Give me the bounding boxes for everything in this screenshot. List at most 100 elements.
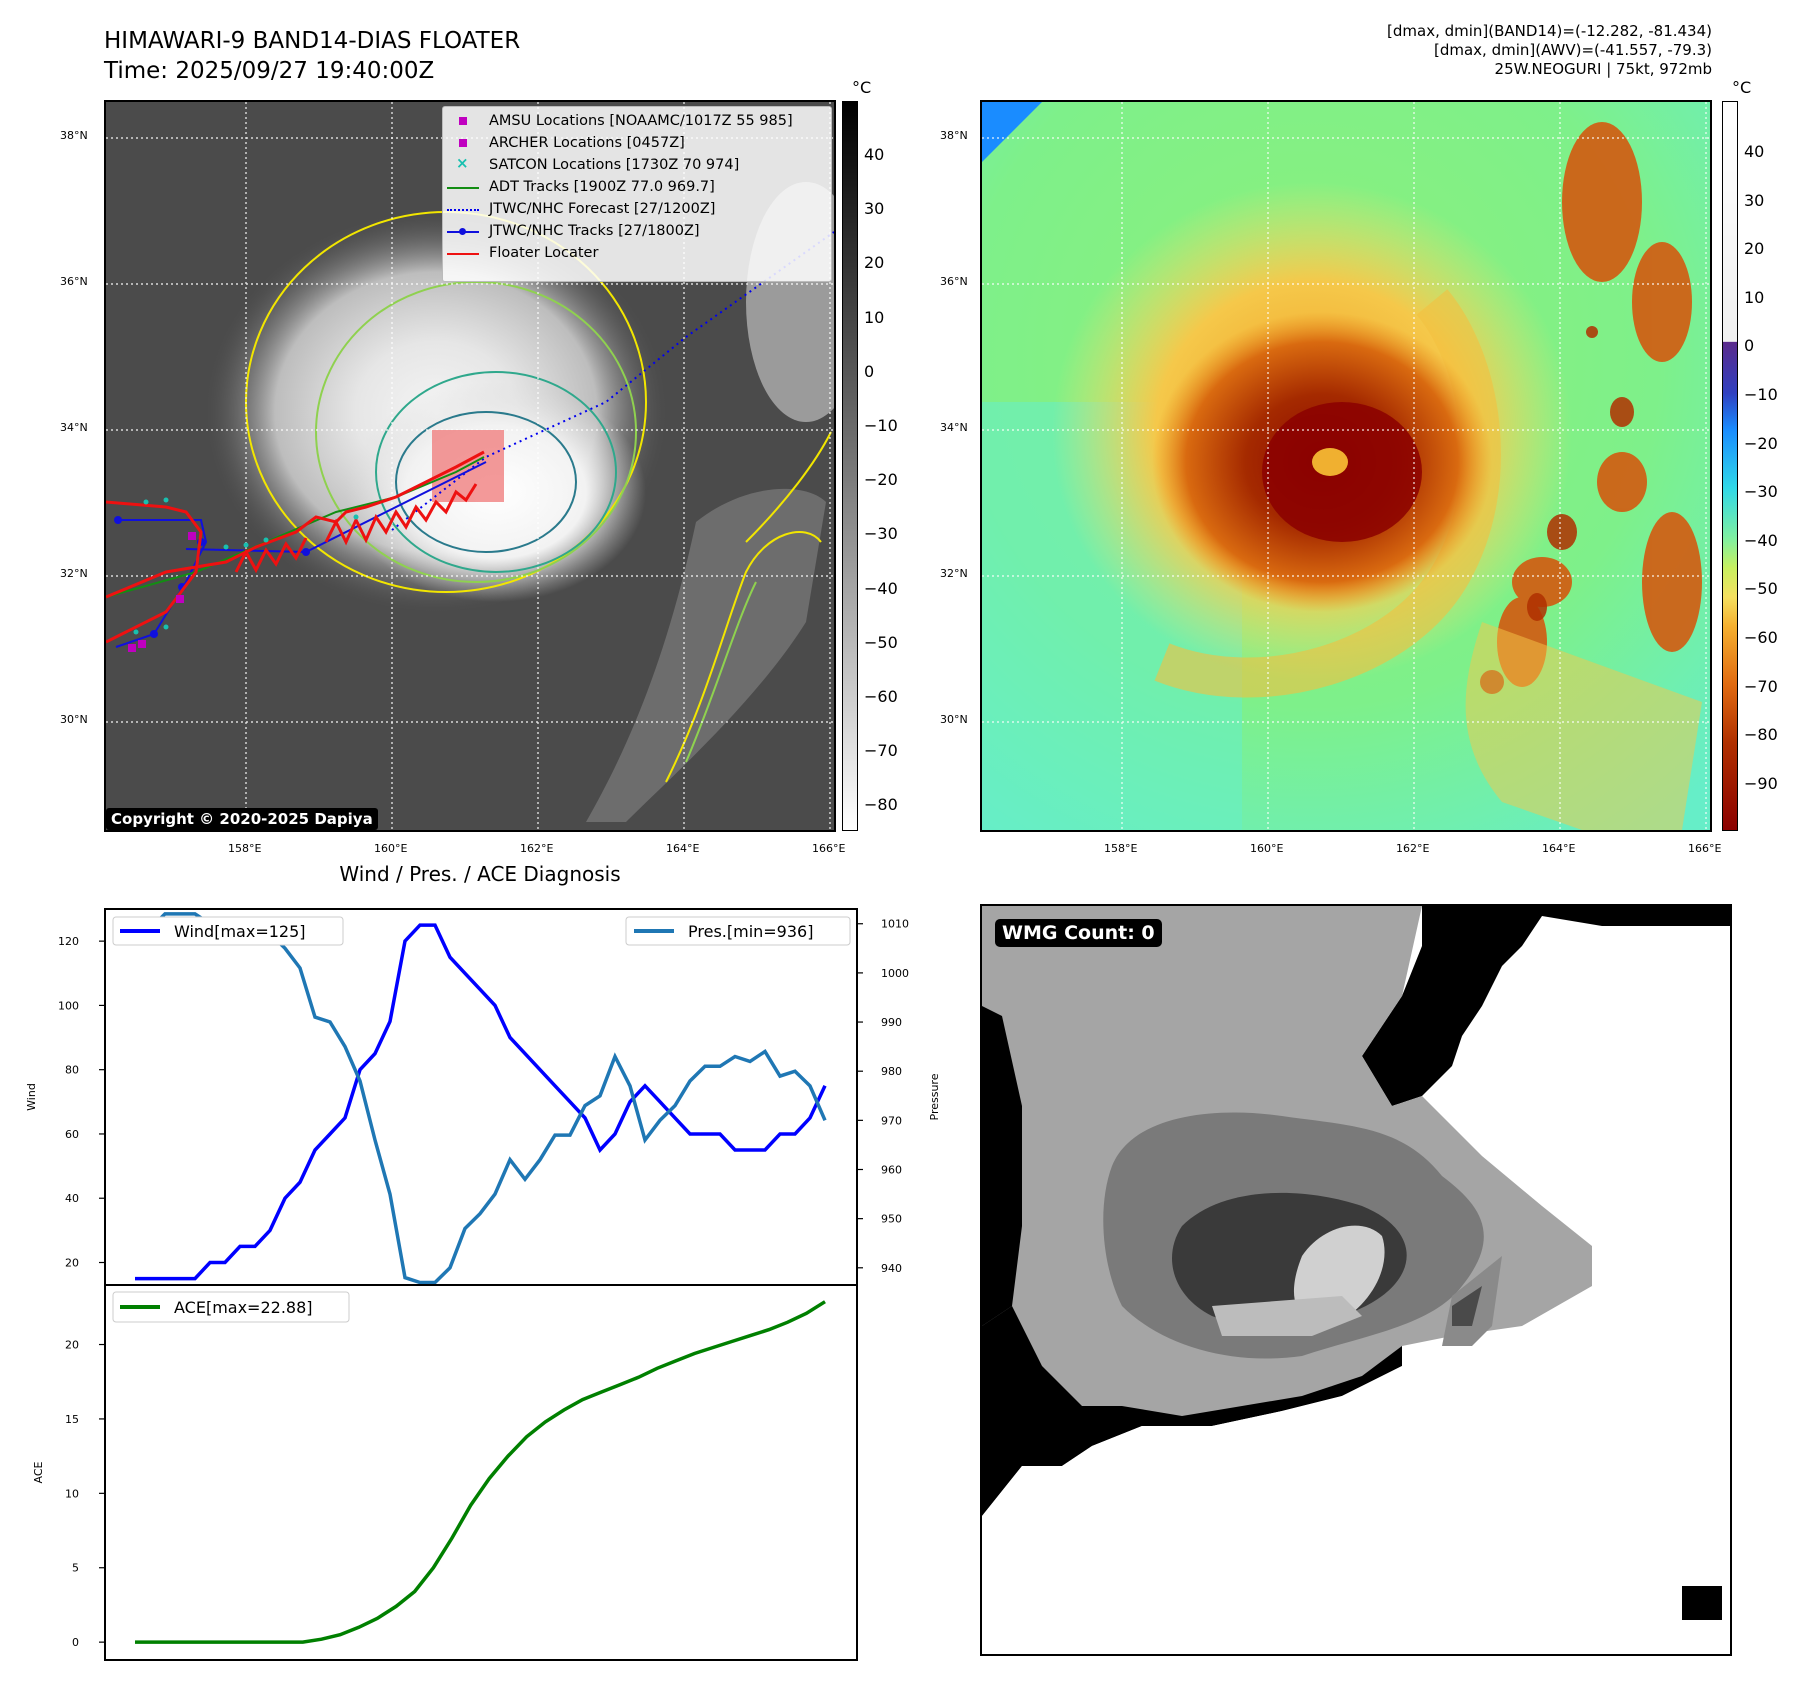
awv-colorbar-tick: 20	[1744, 239, 1765, 259]
jtwc-dot-icon	[459, 228, 466, 235]
ir-colorbar-tick: 40	[864, 145, 885, 164]
awv-colorbar-unit: °C	[1732, 78, 1752, 97]
awv-colorbar-tick: −40	[1744, 530, 1778, 550]
pres-ytick-label: 950	[881, 1213, 902, 1226]
storm-info: [dmax, dmin](BAND14)=(-12.282, -81.434) …	[1387, 22, 1712, 79]
forecast-track	[391, 231, 834, 531]
ir-colorbar-tick: −80	[864, 795, 898, 815]
ir-lat-label: 38°N	[60, 129, 88, 142]
wind-ytick-label: 100	[58, 999, 79, 1012]
ir-colorbar-tick: 20	[864, 253, 885, 273]
storm-name: 25W.NEOGURI | 75kt, 972mb	[1494, 60, 1712, 78]
awv-lon-label: 158°E	[1104, 842, 1138, 855]
wind-legend-label: Wind[max=125]	[174, 922, 306, 941]
ace-series-line	[135, 1300, 826, 1644]
awv-colorbar-tick: −10	[1744, 385, 1778, 404]
wind-ytick-label: 20	[65, 1257, 79, 1270]
awv-lon-label: 164°E	[1542, 842, 1576, 855]
awv-imagery	[982, 102, 1710, 830]
time-label: Time: 2025/09/27 19:40:00Z	[104, 58, 435, 84]
pres-ytick-label: 1010	[881, 918, 909, 931]
wmg-panel: WMG Count: 0	[980, 904, 1732, 1656]
ir-colorbar-tick: −30	[864, 524, 898, 544]
ir-colorbar-tick: 30	[864, 199, 885, 219]
awv-lon-label: 160°E	[1250, 842, 1284, 855]
ace-chart: 0 5 10 15 20 ACE ACE[max=22.88]	[32, 1284, 858, 1661]
awv-colorbar-tick: 40	[1744, 142, 1765, 161]
ir-colorbar-tick: −60	[864, 687, 898, 706]
pressure-series-line	[135, 912, 827, 1285]
legend-jtwc: JTWC/NHC Tracks [27/1800Z]	[443, 221, 831, 243]
awv-colorbar-tick: 10	[1744, 287, 1765, 307]
ir-lon-label: 162°E	[520, 842, 554, 855]
pres-ytick-label: 970	[881, 1114, 902, 1127]
pres-ytick-label: 1000	[881, 967, 909, 980]
ace-ytick-label: 5	[72, 1562, 79, 1575]
ace-plot-frame	[104, 1284, 858, 1661]
ir-colorbar-tick: −40	[864, 578, 898, 598]
awv-colorbar-tick: −70	[1744, 676, 1778, 696]
ir-lon-label: 164°E	[666, 842, 700, 855]
legend-forecast: JTWC/NHC Forecast [27/1200Z]	[443, 199, 831, 221]
awv-colorbar-tick: −80	[1744, 725, 1778, 745]
ace-ytick-label: 20	[65, 1339, 79, 1352]
contour-green	[315, 281, 637, 583]
legend-floater: Floater Locater	[443, 243, 831, 265]
awv-colorbar-tick: −90	[1744, 773, 1778, 793]
awv-lat-label: 32°N	[940, 567, 968, 580]
pressure-legend-label: Pres.[min=936]	[688, 922, 813, 941]
awv-colorbar-tick: 30	[1744, 190, 1765, 210]
awv-image-panel	[980, 100, 1712, 832]
forecast-line-icon	[447, 209, 479, 211]
awv-colorbar-tick: 0	[1744, 336, 1755, 356]
ir-colorbar-tick: −50	[864, 632, 898, 652]
satcon-points	[133, 497, 359, 635]
legend-amsu: AMSU Locations [NOAAMC/1017Z 55 985]	[443, 111, 831, 133]
diagnosis-title: Wind / Pres. / ACE Diagnosis	[339, 862, 621, 886]
pres-ytick-label: 960	[881, 1163, 902, 1176]
legend-archer: ARCHER Locations [0457Z]	[443, 133, 831, 155]
adt-line-icon	[447, 187, 479, 189]
satellite-title: HIMAWARI-9 BAND14-DIAS FLOATER	[104, 28, 521, 54]
awv-colorbar-tick: −60	[1744, 628, 1778, 647]
wind-series-line	[135, 923, 827, 1281]
ir-lat-label: 32°N	[60, 567, 88, 580]
diagnosis-charts: 2040608010012094095096097098099010001010…	[25, 908, 941, 1661]
awv-lat-label: 38°N	[940, 129, 968, 142]
pres-ytick-label: 990	[881, 1016, 902, 1029]
ace-ytick-label: 10	[65, 1487, 79, 1500]
amsu-marker-icon	[459, 117, 467, 125]
band14-range: [dmax, dmin](BAND14)=(-12.282, -81.434)	[1387, 22, 1712, 40]
archer-marker-icon	[459, 139, 467, 147]
awv-range: [dmax, dmin](AWV)=(-41.557, -79.3)	[1433, 41, 1712, 59]
floater-locater-track	[106, 450, 485, 644]
ace-ytick-label: 0	[72, 1636, 79, 1649]
awv-lat-label: 34°N	[940, 421, 968, 434]
ace-ytick-label: 15	[65, 1413, 79, 1426]
ir-lon-label: 160°E	[374, 842, 408, 855]
pres-ytick-label: 980	[881, 1065, 902, 1078]
ir-legend: AMSU Locations [NOAAMC/1017Z 55 985] ARC…	[442, 106, 832, 282]
pressure-axis-label: Pressure	[928, 1073, 941, 1120]
ir-colorbar-tick: −10	[864, 416, 898, 435]
wind-ytick-label: 60	[65, 1128, 79, 1141]
awv-lon-label: 162°E	[1396, 842, 1430, 855]
ir-lon-label: 158°E	[228, 842, 262, 855]
awv-colorbar	[1722, 101, 1738, 831]
legend-adt: ADT Tracks [1900Z 77.0 969.7]	[443, 177, 831, 199]
ir-colorbar-tick: 0	[864, 361, 875, 381]
ir-colorbar-tick: −70	[864, 741, 898, 761]
awv-gridlines	[982, 102, 1710, 830]
floater-line-icon	[447, 253, 479, 255]
wmg-count-badge: WMG Count: 0	[995, 919, 1162, 947]
wind-ytick-label: 40	[65, 1192, 79, 1205]
wmg-imagery	[982, 906, 1730, 1654]
awv-colorbar-tick: −50	[1744, 579, 1778, 599]
pres-ytick-label: 940	[881, 1262, 902, 1275]
wind-plot-frame	[104, 908, 858, 1286]
ir-lat-label: 30°N	[60, 713, 88, 726]
satcon-marker-icon: ×	[456, 154, 469, 172]
awv-lat-label: 30°N	[940, 713, 968, 726]
ir-colorbar	[842, 101, 858, 831]
awv-lon-label: 166°E	[1688, 842, 1722, 855]
